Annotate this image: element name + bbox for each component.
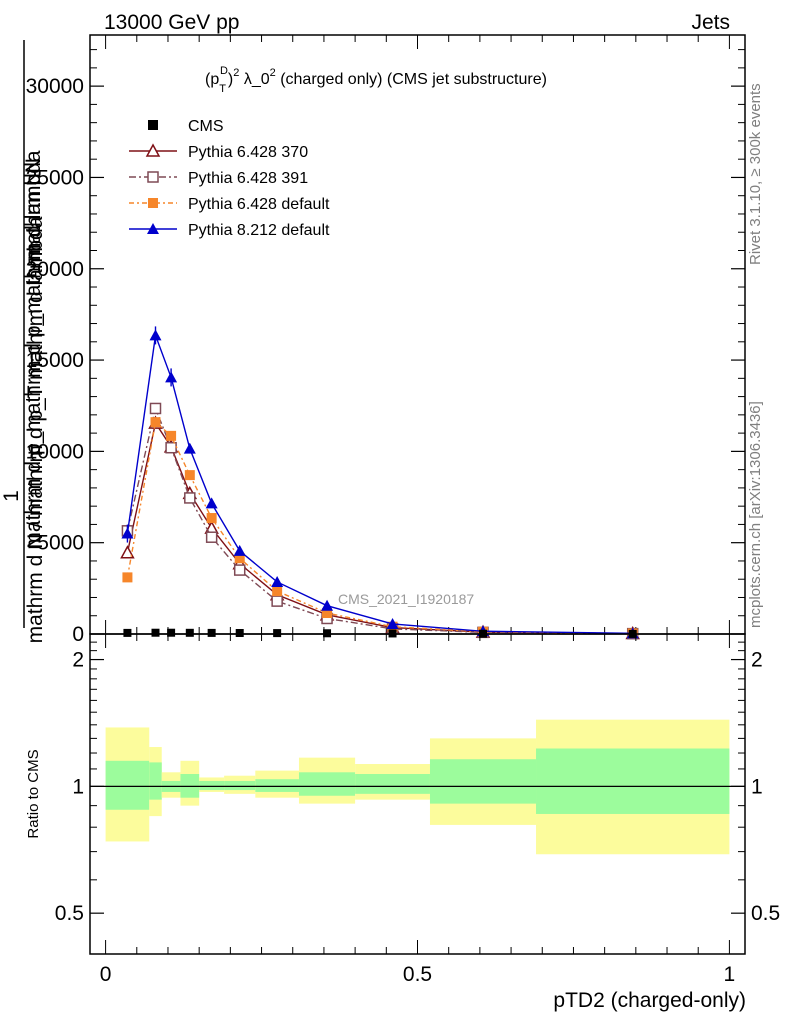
legend-label: Pythia 6.428 391 <box>188 170 308 187</box>
series-point <box>205 531 218 543</box>
legend-label: Pythia 6.428 370 <box>188 144 308 161</box>
series-point <box>120 545 135 559</box>
legend-marker <box>147 171 159 183</box>
series-point <box>206 513 217 524</box>
ratio-bands <box>90 719 745 855</box>
series-point <box>233 544 246 556</box>
main-series <box>120 326 640 640</box>
series-line <box>126 406 633 635</box>
cms-point <box>151 628 160 637</box>
ratio-axes: 0 0.5 1 0.5 0.5 1 1 2 2 <box>55 633 780 986</box>
ratio-tick-label-right: 0.5 <box>751 902 780 925</box>
series-point <box>121 527 134 539</box>
ratio-tick-label: 0.5 <box>55 902 84 925</box>
legend: CMS Pythia 6.428 370 Pythia 6.428 391 Pythi… <box>129 118 330 239</box>
series-line <box>126 335 633 635</box>
series-point <box>271 595 283 607</box>
y-tick-label: 30000 <box>26 75 84 98</box>
source-label: mcplots.cern.ch [arXiv:1306.3436] <box>747 401 764 628</box>
series-point <box>386 617 399 629</box>
series-point <box>149 329 162 341</box>
legend-marker <box>147 223 159 234</box>
cms-point <box>123 628 132 637</box>
ratio-tick-label: 1 <box>72 775 84 798</box>
ratio-tick-label-right: 1 <box>751 775 763 798</box>
series-line <box>126 420 633 635</box>
x-tick-label: 1 <box>724 963 736 986</box>
ylabel-num-text: mathrm dN <box>22 158 45 262</box>
ratio-band-inner <box>536 748 730 814</box>
ratio-band-inner <box>105 760 150 810</box>
ylabel-denominator: mathrm d N / mathrm d p_T mathrm d lambd… <box>24 216 47 643</box>
y-tick-label: 20000 <box>26 258 84 281</box>
y-tick-label: 5000 <box>37 532 84 555</box>
ratio-tick-label-right: 2 <box>751 649 763 672</box>
cms-point <box>185 628 194 637</box>
series-point <box>272 586 283 597</box>
ratio-band-inner <box>429 759 537 804</box>
x-axis-label: pTD2 (charged-only) <box>553 989 746 1012</box>
energy-label: 13000 GeV pp <box>104 11 239 34</box>
y-tick-label: 25000 <box>26 166 84 189</box>
series-point <box>271 575 284 587</box>
cms-point <box>273 629 282 638</box>
y-tick-label: 0 <box>72 623 84 646</box>
legend-marker <box>145 143 161 157</box>
series-point <box>233 564 246 576</box>
legend-marker <box>148 198 158 208</box>
ylabel-numerator: 1 <box>0 490 23 502</box>
series-point <box>165 441 177 454</box>
ratio-ylabel: Ratio to CMS <box>25 749 42 838</box>
ratio-band-inner <box>199 780 225 791</box>
rivet-version-label: Rivet 3.1.10, ≥ 300k events <box>747 83 764 265</box>
series-point <box>122 572 133 583</box>
ratio-band-inner <box>298 772 356 796</box>
series-point <box>150 417 161 428</box>
plot-title: (pTD)2 λ_02 (charged only) (CMS jet subs… <box>205 65 547 95</box>
series-point <box>149 402 162 415</box>
cms-point <box>207 628 216 637</box>
ylabel-mid-text: mathrm d p_mathrm d p_mathrm d lambda <box>22 150 45 549</box>
series-point <box>205 497 218 509</box>
ratio-band-inner <box>224 780 256 791</box>
x-tick-label: 0 <box>100 963 112 986</box>
series-point <box>165 371 178 383</box>
series-pythia-8-212-default <box>121 326 639 639</box>
series-point <box>321 599 334 611</box>
main-axes: 0 5000 10000 15000 20000 25000 30000 <box>26 34 746 646</box>
ratio-band-inner <box>149 762 162 800</box>
category-label: Jets <box>691 11 730 34</box>
analysis-label: CMS_2021_I1920187 <box>338 591 474 607</box>
cms-point <box>167 628 176 637</box>
legend-marker <box>148 120 158 130</box>
y-tick-label: 15000 <box>26 349 84 372</box>
legend-label: Pythia 8.212 default <box>188 222 330 239</box>
ratio-tick-label: 2 <box>72 649 84 672</box>
legend-label: Pythia 6.428 default <box>188 196 330 213</box>
legend-label: CMS <box>188 118 224 135</box>
series-point <box>183 442 196 454</box>
series-point <box>166 430 177 441</box>
y-tick-label: 10000 <box>26 440 84 463</box>
cms-point <box>235 628 244 637</box>
ratio-band-inner <box>255 779 299 792</box>
series-point <box>184 470 195 481</box>
series-point <box>234 553 245 564</box>
x-tick-label: 0.5 <box>403 963 432 986</box>
series-point <box>184 492 196 504</box>
series-point <box>322 607 333 618</box>
ratio-band-inner <box>355 773 430 794</box>
